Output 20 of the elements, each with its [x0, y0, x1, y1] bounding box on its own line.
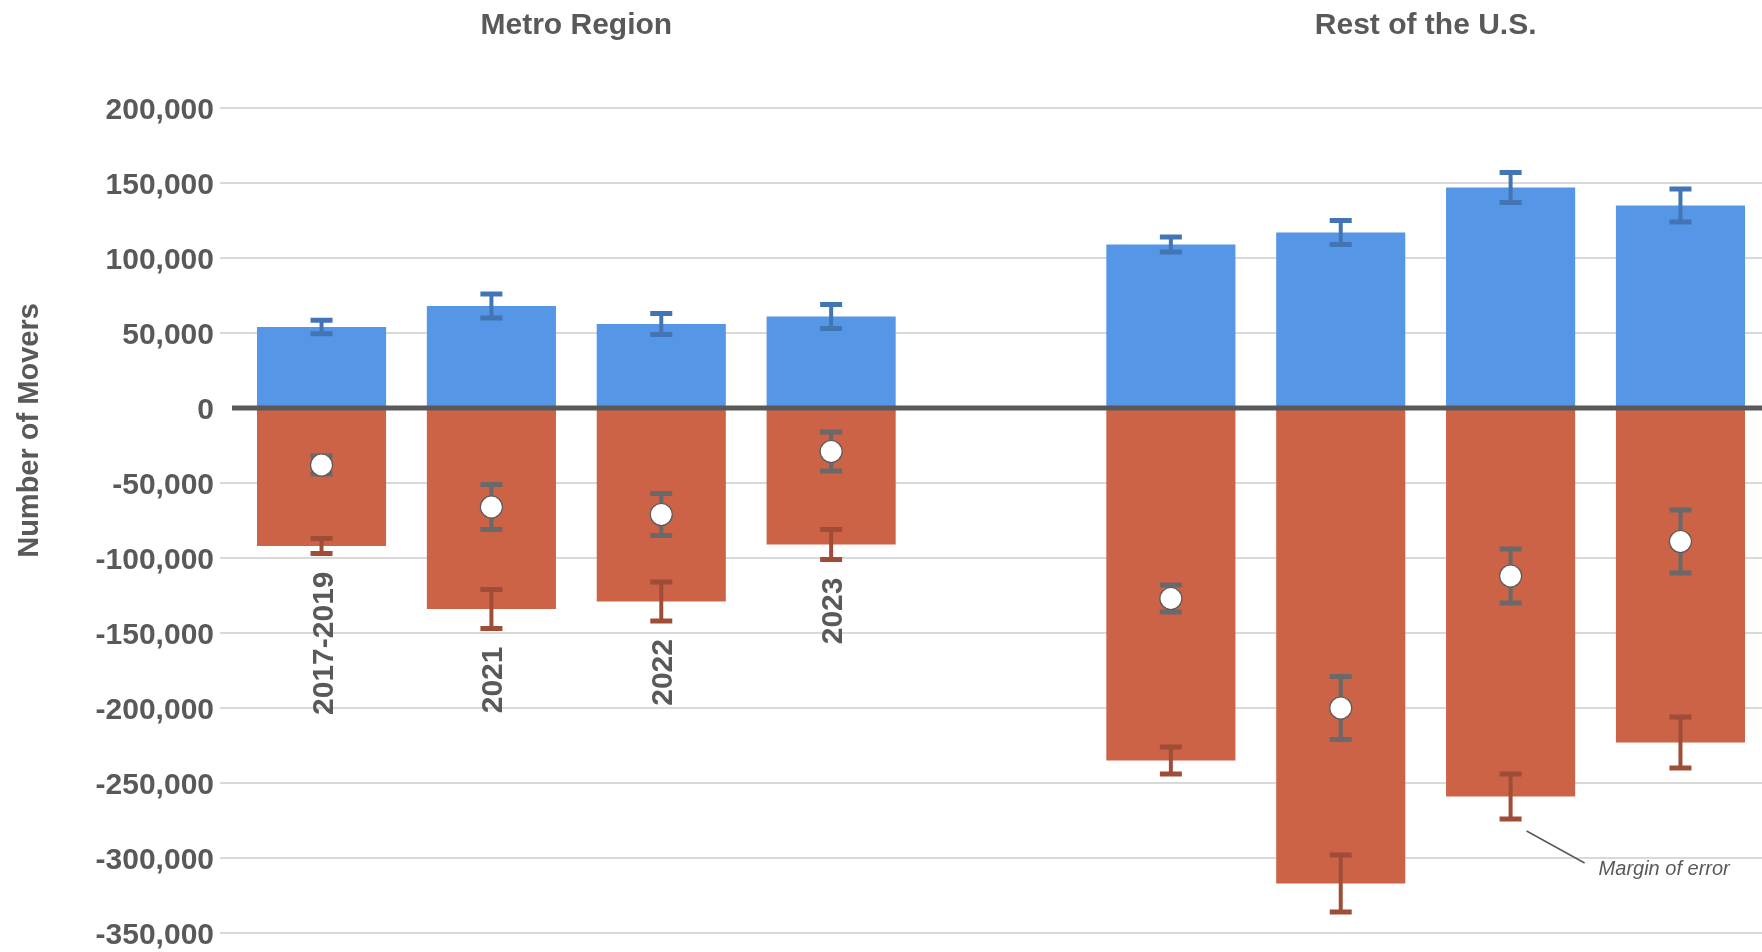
x-tick-label: 2023: [815, 577, 849, 645]
annotation: Margin of error: [1598, 857, 1732, 879]
y-tick-label: 50,000: [122, 316, 214, 350]
y-tick-label: 200,000: [105, 91, 214, 125]
y-tick-label: 150,000: [105, 166, 214, 200]
y-axis-title: Number of Movers: [12, 303, 44, 558]
x-tick-label: 2022: [645, 639, 679, 706]
y-tick-label: -100,000: [95, 541, 214, 575]
y-tick-label: -150,000: [95, 616, 214, 650]
y-tick-label: -350,000: [95, 916, 214, 950]
text: Metro Region: [480, 7, 673, 40]
y-tick-label: -300,000: [95, 841, 214, 875]
y-tick-label: 0: [197, 391, 214, 425]
text: Rest of the U.S.: [1314, 7, 1537, 40]
y-tick-label: -200,000: [95, 691, 214, 725]
y-tick-label: -250,000: [95, 766, 214, 800]
x-tick-label: 2017-2019: [305, 571, 339, 715]
y-tick-label: -50,000: [112, 466, 214, 500]
x-tick-label: 2021: [475, 646, 509, 714]
y-tick-label: 100,000: [105, 241, 214, 275]
